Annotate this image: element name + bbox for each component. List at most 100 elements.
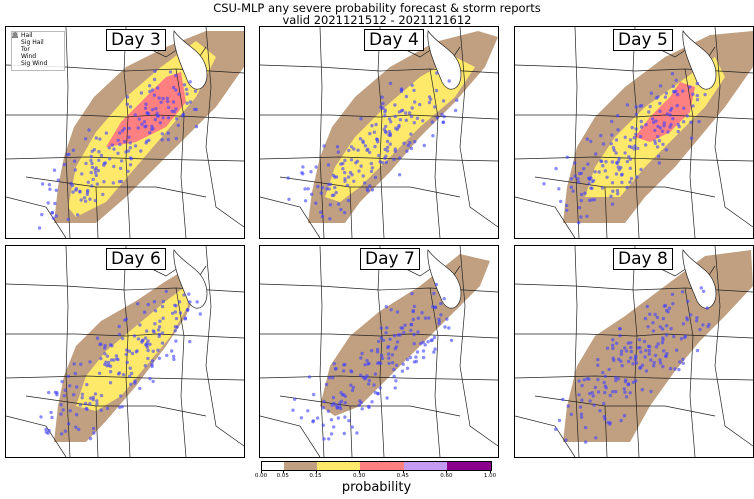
wind-report-dot [165,353,169,358]
wind-report-dot [372,383,376,387]
wind-report-dot [335,405,340,409]
state-border [6,283,244,293]
wind-report-dot [195,300,199,304]
colorbar-tick-mark [446,470,448,473]
wind-report-dot [542,182,546,186]
wind-report-dot [587,377,591,381]
wind-report-dot [367,150,372,155]
wind-report-dot [393,386,397,390]
wind-report-dot [664,324,669,328]
wind-report-dot [680,290,685,294]
wind-report-dot [145,329,149,333]
wind-report-dot [184,87,189,92]
wind-report-dot [706,324,710,329]
wind-report-dot [118,142,122,147]
wind-report-dot [652,364,656,368]
wind-report-dot [137,117,141,121]
wind-report-dot [653,139,657,143]
wind-report-dot [359,164,363,168]
wind-report-dot [118,131,122,135]
wind-report-dot [121,373,126,377]
map-svg [6,27,244,238]
wind-report-dot [385,326,389,330]
day-label: Day 6 [106,248,166,270]
wind-report-dot [192,107,197,112]
wind-report-dot [681,361,685,365]
wind-report-dot [154,107,158,111]
wind-report-dot [579,215,583,219]
wind-report-dot [372,130,377,134]
wind-report-dot [307,375,312,379]
wind-report-dot [622,414,627,418]
wind-report-dot [47,390,51,395]
wind-report-dot [104,360,108,364]
wind-report-dot [619,165,623,170]
wind-report-dot [669,122,673,127]
wind-report-dot [99,408,103,412]
wind-report-dot [157,356,162,360]
wind-report-dot [682,106,686,111]
wind-report-dot [136,337,141,341]
state-border [260,415,321,457]
wind-report-dot [608,421,612,425]
wind-report-dot [343,210,347,215]
wind-report-dot [94,173,99,178]
wind-report-dot [40,212,44,217]
wind-report-dot [151,349,155,353]
wind-report-dot [355,431,359,435]
wind-report-dot [393,114,397,119]
wind-report-dot [569,412,573,416]
wind-report-dot [80,172,84,176]
wind-report-dot [95,402,99,406]
wind-report-dot [373,144,377,149]
wind-report-dot [319,210,323,214]
wind-report-dot [328,182,333,186]
wind-report-dot [379,336,383,340]
wind-report-dot [128,163,133,167]
wind-report-dot [387,133,391,137]
title-line-2: valid 2021121512 - 2021121612 [282,13,472,27]
wind-report-dot [617,357,621,361]
wind-report-dot [112,164,116,169]
wind-report-dot [654,345,659,349]
wind-report-dot [413,100,417,104]
wind-report-dot [153,69,157,73]
wind-report-dot [369,161,374,166]
wind-report-dot [668,366,673,371]
state-border [429,68,441,238]
wind-report-dot [623,346,627,350]
wind-report-dot [171,100,176,104]
wind-report-dot [605,346,610,350]
wind-report-dot [618,327,622,331]
state-border [319,27,325,238]
wind-report-dot [443,325,447,329]
wind-report-dot [293,397,297,401]
wind-report-dot [93,171,98,175]
map-panel-6: Day 8 [514,245,754,458]
wind-report-dot [655,315,660,320]
wind-report-dot [434,88,439,93]
map-svg [6,246,244,457]
wind-report-dot [602,401,606,406]
wind-report-dot [616,377,620,381]
wind-report-dot [384,124,388,129]
wind-report-dot [388,81,393,86]
wind-report-dot [333,175,337,179]
legend-label: Sig Hail [21,39,44,46]
wind-report-dot [427,100,432,105]
wind-report-dot [127,349,132,353]
wind-report-dot [150,362,154,367]
wind-report-dot [395,127,399,132]
wind-report-dot [420,311,424,315]
wind-report-dot [365,374,369,378]
wind-report-dot [614,378,618,383]
wind-report-dot [51,216,56,220]
wind-report-dot [60,432,64,436]
wind-report-dot [91,395,96,400]
wind-report-dot [403,111,408,115]
wind-report-dot [122,126,127,131]
wind-report-dot [347,419,351,423]
state-border [574,246,580,457]
wind-report-dot [411,309,415,314]
wind-report-dot [657,139,662,143]
